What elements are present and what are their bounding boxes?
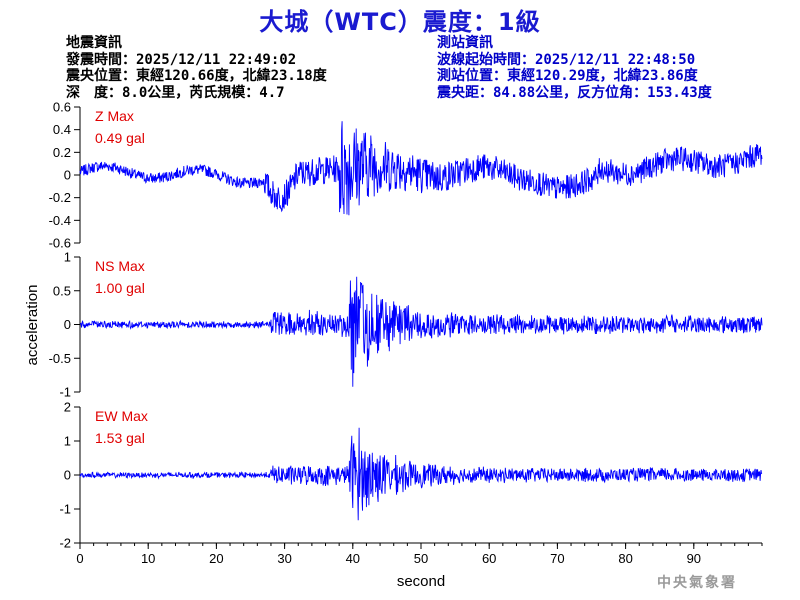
x-tick-label: 30 <box>277 551 291 566</box>
x-tick-label: 50 <box>414 551 428 566</box>
station-info-heading: 測站資訊 <box>437 35 493 51</box>
distance-azimuth: 震央距：84.88公里，反方位角：153.43度 <box>437 84 712 101</box>
waveform-z <box>79 121 763 216</box>
x-tick-label: 80 <box>618 551 632 566</box>
max-value: 1.53 gal <box>95 430 145 446</box>
waveform-ew <box>79 427 763 521</box>
y-tick-label: 1 <box>64 250 71 265</box>
y-tick-label: 0.5 <box>53 283 71 298</box>
y-tick-label: -1 <box>59 385 71 400</box>
event-info-heading: 地震資訊 <box>66 35 122 51</box>
x-tick-label: 90 <box>687 551 701 566</box>
wave-start-time: 波線起始時間：2025/12/11 22:48:50 <box>437 51 696 68</box>
event-info-block: 地震資訊 發震時間：2025/12/11 22:49:02 震央位置：東經120… <box>66 35 327 101</box>
y-tick-label: 0.6 <box>53 100 71 115</box>
y-tick-label: 2 <box>64 400 71 415</box>
max-value: 0.49 gal <box>95 130 145 146</box>
y-tick-label: -0.5 <box>49 351 71 366</box>
y-tick-label: -1 <box>59 502 71 517</box>
y-tick-label: 0 <box>64 317 71 332</box>
x-tick-label: 60 <box>482 551 496 566</box>
x-tick-label: 70 <box>550 551 564 566</box>
max-label: EW Max <box>95 408 148 424</box>
max-label: Z Max <box>95 108 134 124</box>
agency-logo: 中央氣象署 <box>657 575 737 591</box>
max-value: 1.00 gal <box>95 280 145 296</box>
x-tick-label: 20 <box>209 551 223 566</box>
x-tick-label: 10 <box>141 551 155 566</box>
max-label: NS Max <box>95 258 145 274</box>
y-tick-label: 0.4 <box>53 122 71 137</box>
y-tick-label: 0 <box>64 168 71 183</box>
station-info-block: 測站資訊 波線起始時間：2025/12/11 22:48:50 測站位置：東經1… <box>437 35 712 101</box>
epicenter-location: 震央位置：東經120.66度，北緯23.18度 <box>66 68 327 84</box>
x-tick-label: 0 <box>76 551 83 566</box>
depth-magnitude: 深 度：8.0公里，芮氏規模：4.7 <box>66 84 285 101</box>
x-tick-label: 40 <box>346 551 360 566</box>
x-axis-label: second <box>397 573 445 590</box>
y-axis-label: acceleration <box>24 285 41 366</box>
y-tick-label: 1 <box>64 434 71 449</box>
y-tick-label: -0.4 <box>49 213 71 228</box>
origin-time: 發震時間：2025/12/11 22:49:02 <box>66 51 297 68</box>
y-tick-label: 0 <box>64 468 71 483</box>
y-tick-label: -2 <box>59 536 71 551</box>
y-tick-label: -0.2 <box>49 190 71 205</box>
waveform-ns <box>80 276 763 387</box>
station-location: 測站位置：東經120.29度，北緯23.86度 <box>437 68 698 84</box>
y-tick-label: 0.2 <box>53 145 71 160</box>
page-title: 大城（WTC）震度：1級 <box>259 8 541 36</box>
y-tick-label: -0.6 <box>49 236 71 251</box>
